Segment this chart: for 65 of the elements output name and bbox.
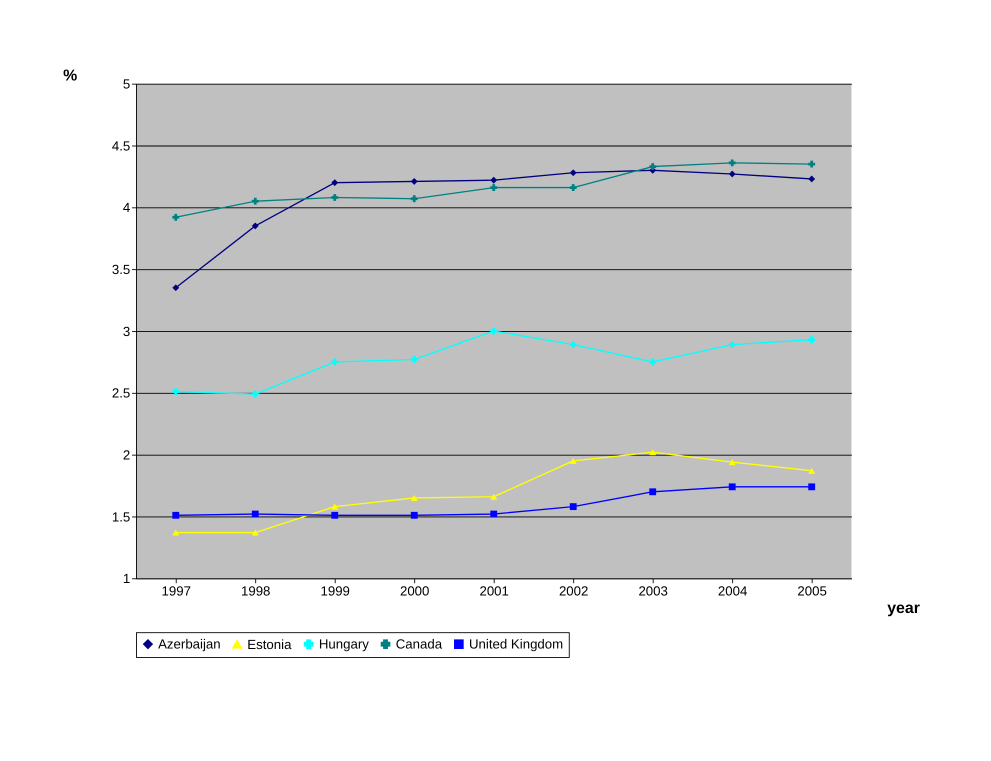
point [808, 176, 816, 182]
point [649, 449, 656, 456]
x-tick-label: 2003 [638, 584, 668, 599]
point [252, 390, 259, 398]
legend-label: Canada [396, 636, 443, 652]
point [490, 184, 498, 192]
y-tick-label: 2 [122, 448, 130, 463]
x-tick-label: 2001 [479, 584, 509, 599]
point [331, 504, 338, 510]
x-tick-label: 2000 [400, 584, 430, 599]
y-tick-label: 5 [122, 76, 130, 92]
point [172, 512, 180, 519]
point [331, 512, 338, 519]
y-tick-label: 3.5 [112, 262, 130, 278]
point [252, 510, 259, 518]
point [570, 503, 577, 510]
point [649, 488, 656, 496]
legend-label: Hungary [318, 636, 370, 652]
point [490, 176, 498, 184]
point [172, 388, 180, 396]
x-tick-label: 2002 [558, 584, 588, 599]
point [331, 179, 338, 186]
point [410, 495, 418, 501]
point [808, 160, 816, 168]
point [728, 159, 736, 166]
point [808, 468, 816, 474]
point [490, 510, 498, 518]
point [570, 169, 577, 176]
point [490, 494, 498, 500]
x-tick-label: 2005 [797, 584, 827, 599]
point [410, 178, 418, 185]
legend-label: Azerbaijan [158, 636, 221, 652]
point [410, 356, 418, 363]
point [728, 483, 736, 490]
point [728, 170, 736, 178]
x-tick-label: 1999 [320, 584, 350, 599]
x-tick-label: 1998 [240, 584, 270, 599]
point [728, 341, 736, 348]
point [331, 358, 338, 366]
point [570, 341, 577, 348]
x-axis-title: year [887, 600, 920, 618]
point [570, 458, 577, 464]
point [570, 184, 577, 192]
point [410, 512, 418, 519]
y-tick-label: 2.5 [112, 386, 130, 401]
point [490, 328, 498, 334]
point [728, 459, 736, 466]
y-axis-title: % [63, 68, 78, 85]
point [331, 194, 338, 201]
y-tick-label: 3 [122, 324, 130, 339]
legend-label: United Kingdom [469, 636, 564, 652]
legend-label: Estonia [247, 636, 292, 652]
point [649, 358, 656, 366]
y-tick-label: 4 [122, 200, 130, 216]
point [808, 483, 816, 490]
point [172, 284, 180, 292]
y-tick-label: 1 [122, 571, 130, 586]
point [649, 163, 656, 170]
y-tick-label: 1.5 [112, 509, 130, 524]
point [252, 530, 259, 536]
point [172, 530, 180, 536]
y-tick-label: 4.5 [112, 138, 130, 154]
x-tick-label: 1997 [161, 584, 191, 599]
point [252, 222, 259, 230]
x-tick-label: 2004 [718, 584, 748, 599]
